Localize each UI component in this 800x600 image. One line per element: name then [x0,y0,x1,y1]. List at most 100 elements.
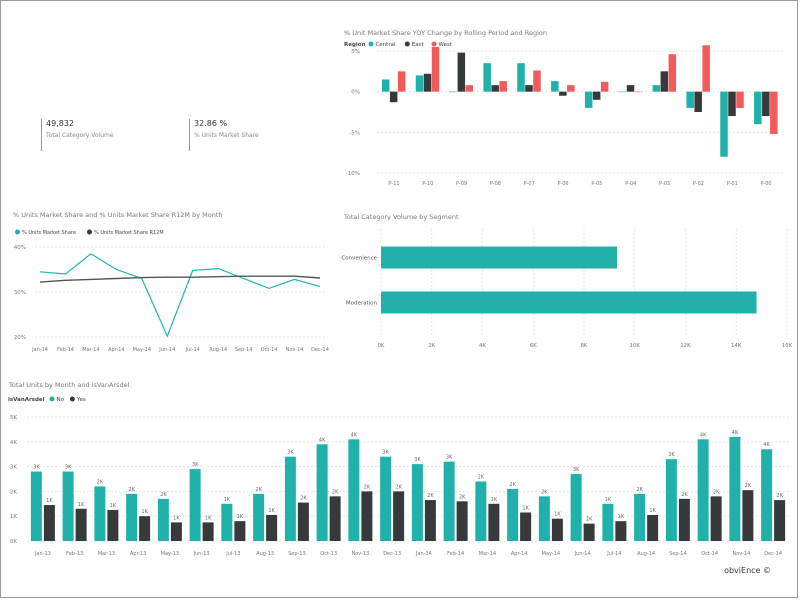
data-label: 3K [65,465,72,471]
bar [551,81,559,92]
chart-units[interactable]: 5K 4K 3K 2K 1K 0K isVanArsdel No Yes 3K 1K Jan-13 3K… [5,391,795,563]
x-tick-label: 8K [580,343,587,349]
data-label: 4K [763,442,770,448]
data-label: 2K [776,493,783,499]
bar [491,85,499,92]
bar [517,63,525,92]
data-label: 2K [97,479,104,485]
data-label: 1K [173,515,180,521]
bar [660,71,669,92]
bar [202,522,214,541]
data-label: 3K [192,462,199,468]
bar [389,91,398,103]
data-label: 1K [237,514,244,520]
kpi-card-total-volume[interactable]: 49,832 Total Category Volume [41,119,114,151]
data-label: 2K [364,484,371,490]
x-tick-label: P-00 [761,181,772,187]
x-tick-label: P-11 [388,181,399,187]
chart-yoy[interactable]: 5% 0% -5% -10% Region Central East West P-11 P-10… [341,39,791,191]
bar [393,491,405,541]
x-tick-label: Mar-14 [479,551,496,557]
kpi-label: % Units Market Share [194,132,259,139]
legend-marker [15,229,20,235]
bar [170,522,182,541]
bar [710,496,722,541]
bar [770,91,778,134]
bar [774,500,786,541]
bar [742,490,754,541]
legend-item: Central [375,42,395,48]
bar [634,493,646,541]
y-tick-label: 0% [351,90,360,96]
x-tick-label: Mar-14 [82,347,99,353]
data-label: 4K [351,432,358,438]
x-tick-label: Aug-13 [256,551,274,557]
legend-marker [431,41,437,47]
data-label: 2K [160,492,167,498]
x-tick-label: Oct-13 [320,551,337,557]
bar [499,81,507,92]
kpi-card-market-share[interactable]: 32.86 % % Units Market Share [189,119,259,151]
bar [43,505,55,541]
data-label: 2K [745,483,752,489]
y-category-label: Moderation [346,301,378,307]
x-tick-label: P-07 [524,181,535,187]
bar [618,91,627,93]
bar [139,516,151,541]
bar [567,85,575,92]
bar [381,79,390,92]
x-tick-label: P-05 [591,181,602,187]
bar [728,91,736,117]
bar [431,46,440,92]
data-label: 3K [446,455,453,461]
bar [592,91,601,100]
chart-title-yoy: % Unit Market Share YOY Change by Rollin… [344,29,547,37]
x-tick-label: Jan-14 [31,347,48,353]
bar [380,456,392,541]
data-label: 3K [382,450,389,456]
data-label: 2K [636,487,643,493]
bar [761,449,773,541]
chart-segment[interactable]: 0K 2K 4K 6K 8K 10K 12K 14K 16K Convenience Moderat… [341,223,796,355]
bar [449,91,458,93]
x-tick-label: P-10 [422,181,433,187]
y-tick-label: 1K [10,514,17,520]
x-tick-label: P-08 [490,181,501,187]
legend-title: isVanArsdel [8,397,45,403]
x-tick-label: 0K [377,343,384,349]
bar [551,518,563,541]
x-tick-label: Mar-13 [98,551,115,557]
x-tick-label: 14K [731,343,742,349]
x-tick-label: Jan-13 [34,551,51,557]
bar [697,439,709,541]
bar [507,488,519,541]
data-label: 3K [287,450,294,456]
x-tick-label: Apr-14 [108,347,125,353]
x-tick-label: Sep-14 [235,347,253,353]
bar [736,91,744,108]
bar [600,81,609,92]
legend-item: West [439,42,453,48]
x-tick-label: 16K [782,343,793,349]
x-tick-label: Apr-13 [130,551,147,557]
bar [457,52,466,92]
bar [253,493,265,541]
x-tick-label: Jul-14 [606,551,621,557]
bar [668,54,677,92]
x-tick-label: Dec-13 [383,551,401,557]
bar [729,436,741,541]
kpi-label: Total Category Volume [46,132,114,139]
data-label: 1K [605,497,612,503]
chart-share[interactable]: 40% 30% 20% % Units Market Share % Units Mar… [9,223,331,359]
x-tick-label: Jan-14 [415,551,432,557]
series-line [39,253,321,338]
x-tick-label: May-13 [161,551,179,557]
data-label: 1K [205,515,212,521]
y-tick-label: 0K [10,539,17,545]
bar [348,439,360,541]
bar [62,471,74,541]
bar [483,63,491,92]
x-tick-label: Jul-14 [185,347,200,353]
bar [615,521,627,541]
y-tick-label: -5% [349,130,360,136]
